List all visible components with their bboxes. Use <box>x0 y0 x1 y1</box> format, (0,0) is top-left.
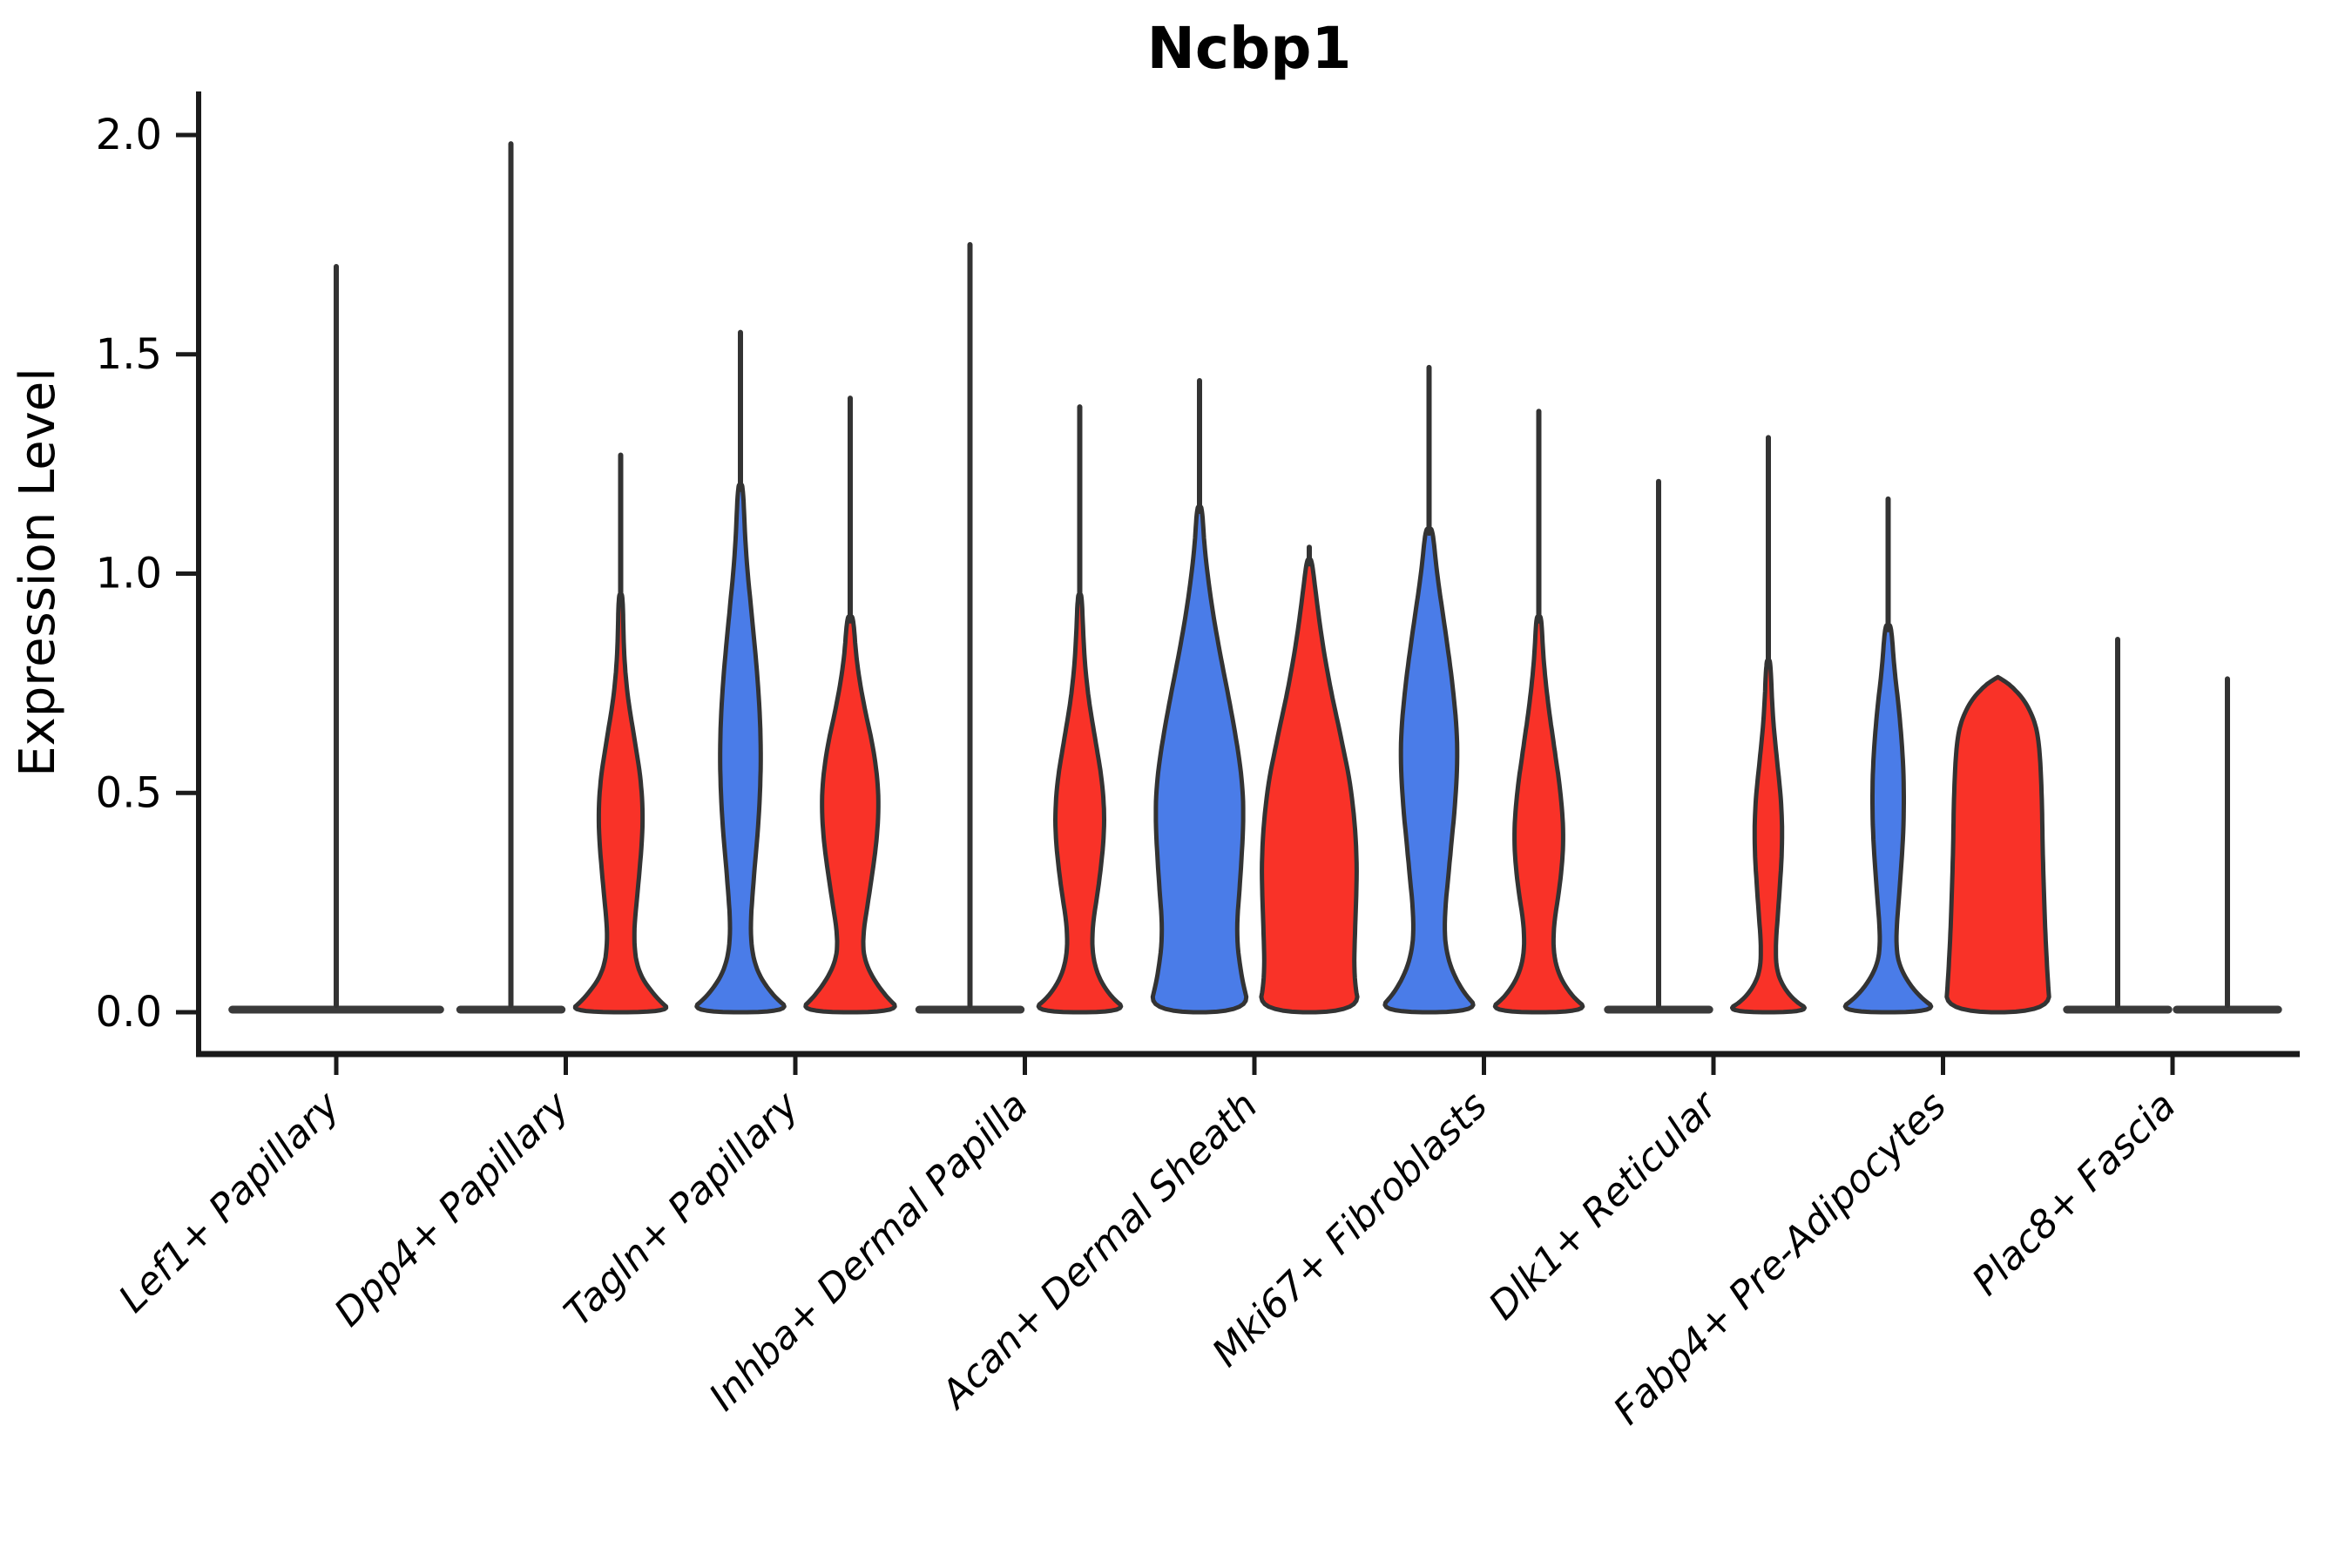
violin-blue <box>1150 504 1249 1015</box>
x-tick-label: Tagln+ Papillary <box>556 1083 808 1335</box>
y-tick-label: 2.0 <box>96 111 162 159</box>
violin-red <box>1036 591 1124 1015</box>
violin-red <box>803 613 897 1015</box>
violin-blue <box>694 482 787 1015</box>
y-tick-label: 0.0 <box>96 988 162 1037</box>
y-tick-label: 0.5 <box>96 768 162 817</box>
violin-red <box>1492 613 1585 1015</box>
x-tick-label: Dlk1+ Reticular <box>1480 1082 1727 1328</box>
x-tick-label: Lef1+ Papillary <box>111 1083 349 1321</box>
violin-red <box>1944 674 2051 1015</box>
violin-blue <box>1842 622 1934 1015</box>
violins-layer <box>228 141 2282 1015</box>
violin-red <box>1730 657 1807 1015</box>
y-tick-label: 1.0 <box>96 550 162 598</box>
x-tick-label: Plac8+ Fascia <box>1963 1084 2184 1304</box>
chart-title: Ncbp1 <box>1147 15 1352 82</box>
violin-red <box>1259 556 1360 1015</box>
x-tick-label: Dpp4+ Papillary <box>326 1083 578 1335</box>
violin-red <box>572 591 669 1015</box>
y-tick-label: 1.5 <box>96 330 162 379</box>
axes-layer <box>176 91 2300 1075</box>
violin-blue <box>1382 525 1476 1015</box>
y-axis-label: Expression Level <box>10 368 66 777</box>
